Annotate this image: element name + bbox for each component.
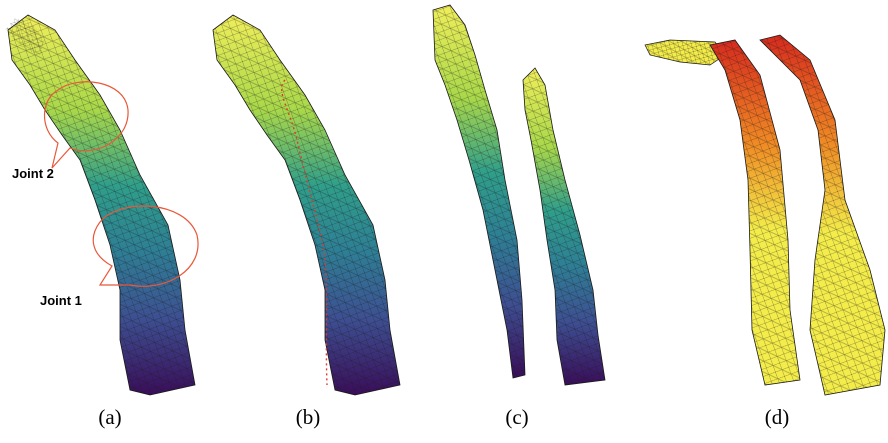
panel-d: (d) — [640, 0, 888, 443]
joint1-callout — [92, 205, 199, 287]
arm-mesh-d — [644, 34, 886, 396]
caption-c: (c) — [505, 405, 529, 429]
caption-b: (b) — [295, 405, 321, 429]
arm-mesh-a — [5, 14, 199, 396]
cut-seam — [280, 79, 328, 386]
panel-b: (b) — [205, 0, 425, 443]
caption-d: (d) — [764, 405, 790, 429]
joint2-label: Joint 2 — [12, 166, 54, 181]
panel-c: (c) — [425, 0, 635, 443]
arm-mesh-b — [212, 14, 401, 396]
arm-mesh-c — [432, 4, 606, 386]
joint2-callout — [44, 81, 129, 169]
caption-a: (a) — [98, 405, 122, 429]
panel-a: Joint 2 Joint 1 (a) — [0, 0, 220, 443]
joint1-label: Joint 1 — [40, 293, 82, 308]
hand-fingers-a — [5, 18, 45, 55]
